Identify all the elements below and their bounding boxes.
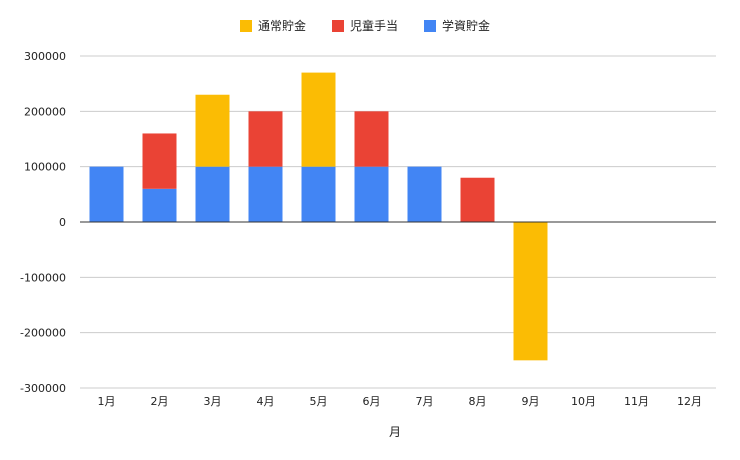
y-axis-ticks: -300000 -200000 -100000 0 100000 200000 300000 — [20, 50, 66, 395]
x-tick-label: 9月 — [522, 395, 540, 408]
y-tick-label: -200000 — [20, 327, 66, 340]
bar-6-series-2 — [354, 111, 389, 167]
x-tick-label: 1月 — [98, 395, 116, 408]
bar-6-series-1 — [354, 166, 389, 222]
y-tick-label: 200000 — [24, 105, 66, 118]
bars — [89, 72, 548, 361]
y-tick-label: -300000 — [20, 382, 66, 395]
bar-5-series-3 — [301, 72, 336, 167]
legend-label: 学資貯金 — [442, 18, 490, 33]
x-tick-label: 10月 — [571, 395, 596, 408]
x-tick-label: 8月 — [469, 395, 487, 408]
legend-label: 通常貯金 — [258, 18, 306, 33]
bar-2-series-1 — [142, 188, 177, 222]
legend-swatch — [332, 20, 344, 32]
bar-5-series-1 — [301, 166, 336, 222]
bar-8-series-2 — [460, 177, 495, 222]
bar-7-series-1 — [407, 166, 442, 222]
legend-swatch — [240, 20, 252, 32]
bar-2-series-2 — [142, 133, 177, 189]
gridlines — [80, 55, 716, 389]
y-tick-label: 0 — [59, 216, 66, 229]
legend: 通常貯金 児童手当 学資貯金 — [240, 18, 490, 33]
y-tick-label: 300000 — [24, 50, 66, 63]
bar-4-series-1 — [248, 166, 283, 222]
legend-label: 児童手当 — [350, 18, 398, 33]
y-tick-label: -100000 — [20, 271, 66, 284]
legend-swatch — [424, 20, 436, 32]
x-tick-label: 12月 — [677, 395, 702, 408]
x-tick-label: 3月 — [204, 395, 222, 408]
bar-1-series-1 — [89, 166, 124, 222]
x-axis-title: 月 — [389, 425, 401, 439]
y-tick-label: 100000 — [24, 161, 66, 174]
x-tick-label: 11月 — [624, 395, 649, 408]
x-tick-label: 7月 — [416, 395, 434, 408]
x-tick-label: 5月 — [310, 395, 328, 408]
x-tick-label: 6月 — [363, 395, 381, 408]
bar-3-series-1 — [195, 166, 230, 222]
x-axis-ticks: 1月 2月 3月 4月 5月 6月 7月 8月 9月 10月 11月 12月 — [98, 395, 703, 408]
bar-4-series-2 — [248, 111, 283, 167]
bar-9-series-3 — [513, 222, 548, 361]
x-tick-label: 4月 — [257, 395, 275, 408]
x-tick-label: 2月 — [151, 395, 169, 408]
bar-3-series-3 — [195, 94, 230, 167]
